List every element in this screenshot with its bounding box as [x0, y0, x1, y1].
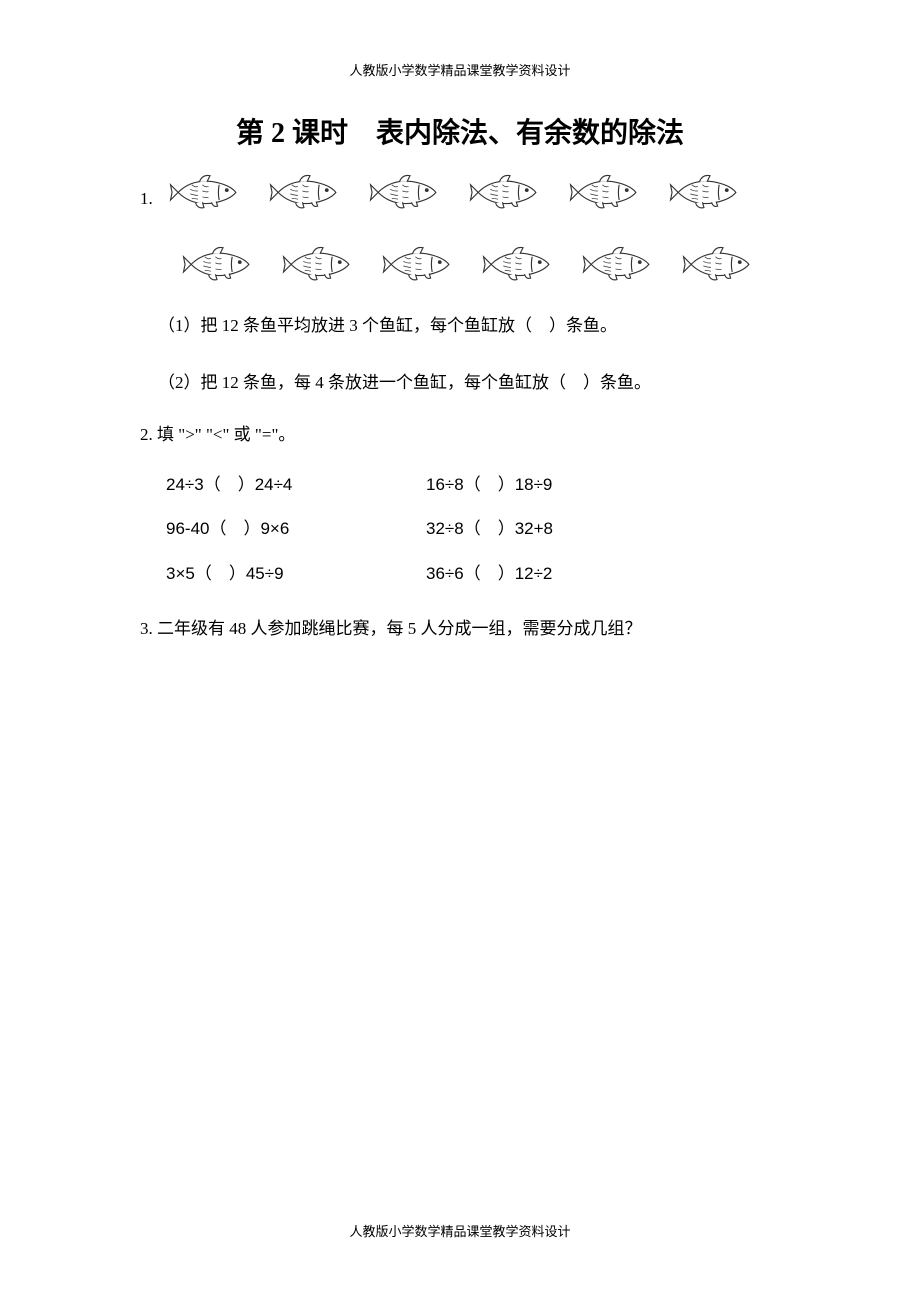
- compare-right: 16÷8（ ）18÷9: [426, 475, 552, 494]
- question-1-label: 1.: [140, 189, 153, 209]
- fish-icon: [582, 243, 658, 285]
- fish-icon: [269, 171, 345, 213]
- fish-icon: [682, 243, 758, 285]
- compare-right: 32÷8（ ）32+8: [426, 519, 553, 538]
- compare-row: 96-40（ ）9×632÷8（ ）32+8: [166, 507, 780, 551]
- lesson-title: 第 2 课时 表内除法、有余数的除法: [0, 111, 920, 151]
- compare-left: 96-40（ ）9×6: [166, 507, 426, 551]
- fish-icon: [482, 243, 558, 285]
- question-1-sub1: （1）把 12 条鱼平均放进 3 个鱼缸，每个鱼缸放（ ）条鱼。: [158, 311, 780, 342]
- page-header: 人教版小学数学精品课堂教学资料设计: [0, 0, 920, 79]
- compare-left: 3×5（ ）45÷9: [166, 552, 426, 596]
- question-1-row1: 1.: [140, 171, 780, 213]
- fish-icon: [469, 171, 545, 213]
- fish-icon: [369, 171, 445, 213]
- fish-row-2: [182, 243, 780, 285]
- compare-left: 24÷3（ ）24÷4: [166, 463, 426, 507]
- question-2-label: 2. 填 ">" "<" 或 "="。: [140, 420, 780, 445]
- fish-icon: [169, 171, 245, 213]
- compare-row: 3×5（ ）45÷936÷6（ ）12÷2: [166, 552, 780, 596]
- content-area: 1.: [0, 171, 920, 639]
- compare-rows: 24÷3（ ）24÷416÷8（ ）18÷996-40（ ）9×632÷8（ ）…: [166, 463, 780, 596]
- page-footer: 人教版小学数学精品课堂教学资料设计: [0, 1221, 920, 1240]
- fish-row-1: [169, 171, 745, 213]
- fish-icon: [182, 243, 258, 285]
- fish-icon: [282, 243, 358, 285]
- fish-icon: [569, 171, 645, 213]
- question-1-sub2: （2）把 12 条鱼，每 4 条放进一个鱼缸，每个鱼缸放（ ）条鱼。: [158, 368, 780, 399]
- fish-icon: [669, 171, 745, 213]
- question-3: 3. 二年级有 48 人参加跳绳比赛，每 5 人分成一组，需要分成几组？: [140, 614, 780, 639]
- compare-right: 36÷6（ ）12÷2: [426, 564, 552, 583]
- compare-row: 24÷3（ ）24÷416÷8（ ）18÷9: [166, 463, 780, 507]
- fish-icon: [382, 243, 458, 285]
